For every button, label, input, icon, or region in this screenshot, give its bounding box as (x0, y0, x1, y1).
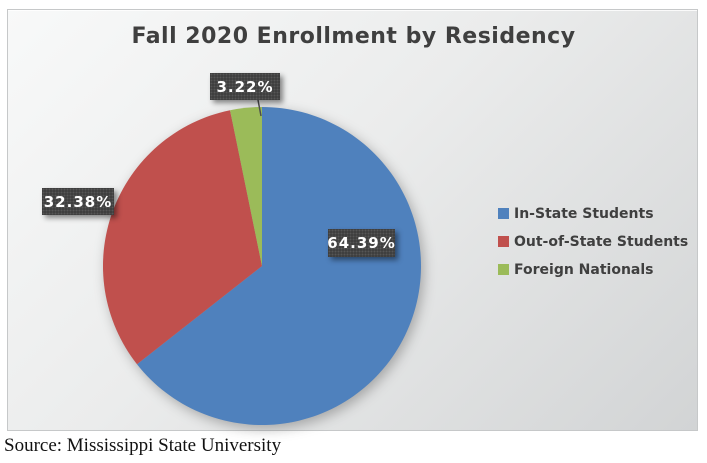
legend: In-State Students Out-of-State Students … (498, 205, 688, 278)
legend-swatch-green (498, 264, 509, 275)
source-note: Source: Mississippi State University (4, 435, 282, 456)
data-label-foreign-nationals: 3.22% (210, 73, 280, 100)
legend-swatch-blue (498, 208, 509, 219)
pie-slice-in-state-students (137, 107, 421, 425)
legend-item-foreign-nationals: Foreign Nationals (498, 261, 688, 278)
pie-slice-foreign-nationals (230, 107, 262, 266)
legend-item-out-of-state-students: Out-of-State Students (498, 233, 688, 250)
data-label-out-of-state-students: 32.38% (42, 188, 114, 215)
legend-swatch-red (498, 236, 509, 247)
legend-item-in-state-students: In-State Students (498, 205, 688, 222)
data-label-in-state-students: 64.39% (327, 229, 395, 257)
legend-label: Out-of-State Students (514, 233, 689, 250)
chart-title: Fall 2020 Enrollment by Residency (131, 24, 576, 49)
legend-label: Foreign Nationals (514, 261, 654, 278)
legend-label: In-State Students (514, 205, 654, 222)
leader-line (257, 99, 262, 117)
pie-slice-out-of-state-students (102, 110, 263, 365)
